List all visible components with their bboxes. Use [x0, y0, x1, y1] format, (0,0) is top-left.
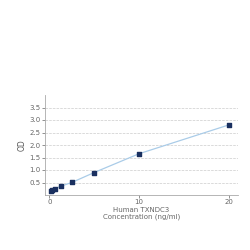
Point: [59, 184, 63, 188]
Point: [70, 180, 74, 184]
Point: [50, 188, 54, 192]
X-axis label: Human TXNDC3
Concentration (ng/ml): Human TXNDC3 Concentration (ng/ml): [103, 206, 180, 220]
Point: [137, 152, 141, 156]
Point: [53, 186, 57, 190]
Point: [49, 188, 53, 192]
Point: [92, 170, 96, 174]
Point: [226, 123, 230, 127]
Y-axis label: OD: OD: [18, 139, 27, 151]
